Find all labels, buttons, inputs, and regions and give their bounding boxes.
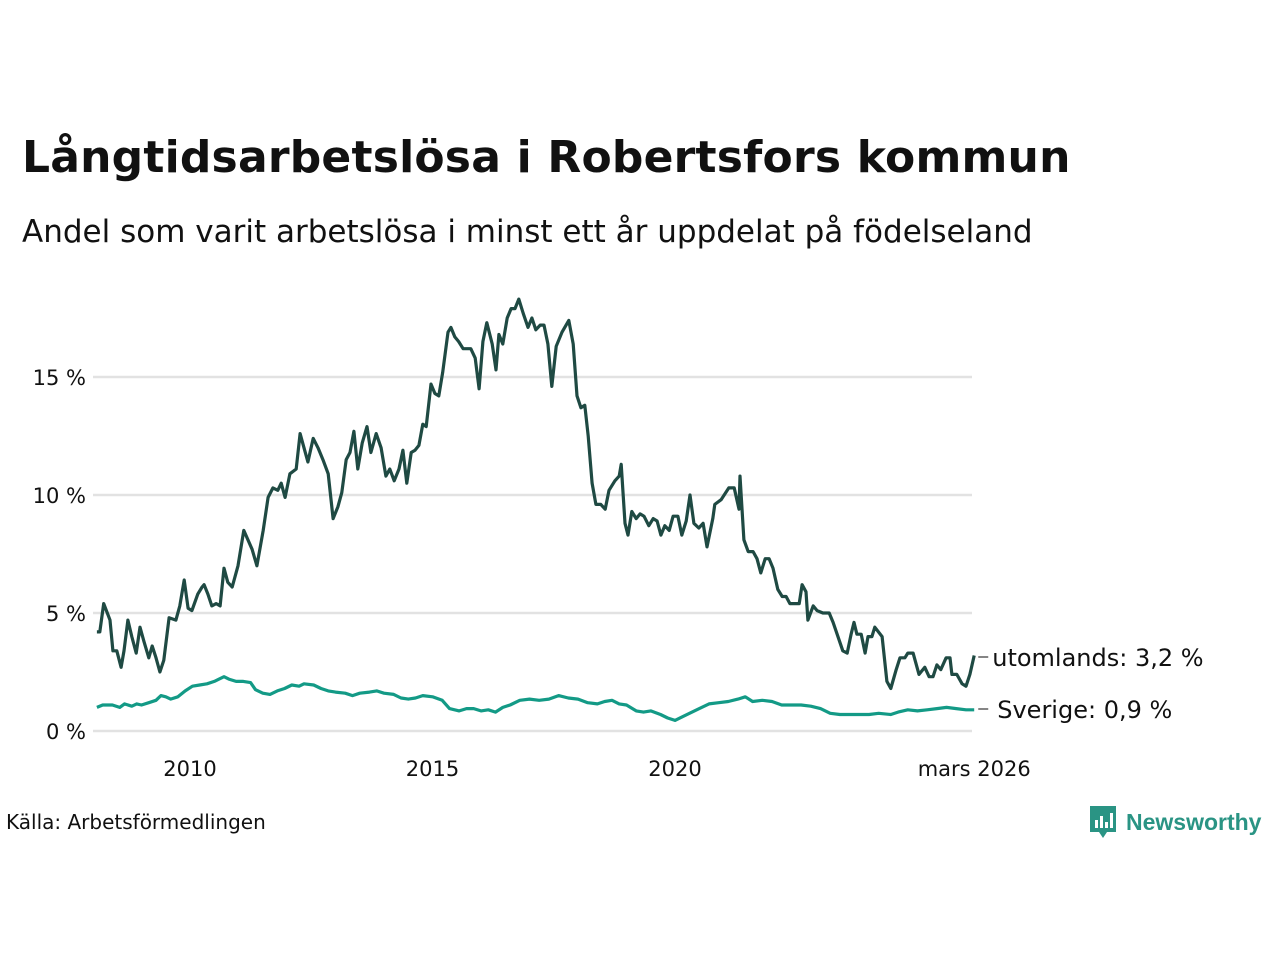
x-tick-label: 2010 xyxy=(163,757,216,781)
y-tick-label: 10 % xyxy=(33,484,86,508)
y-axis-ticks: 0 % 5 % 10 % 15 % xyxy=(33,366,86,744)
x-tick-label: mars 2026 xyxy=(918,757,1031,781)
newsworthy-logo-icon xyxy=(1090,806,1116,838)
y-tick-label: 5 % xyxy=(46,602,86,626)
end-label-sverige: Sverige: 0,9 % xyxy=(997,696,1172,724)
end-label-utomlands: utomlands: 3,2 % xyxy=(992,644,1203,672)
source-note: Källa: Arbetsförmedlingen xyxy=(6,810,266,834)
series-line-utomlands xyxy=(96,297,976,691)
logo-text: Newsworthy xyxy=(1126,808,1262,835)
newsworthy-logo: Newsworthy xyxy=(1088,804,1261,840)
x-tick-label: 2020 xyxy=(648,757,701,781)
series-lines xyxy=(96,297,976,722)
chart-title: Långtidsarbetslösa i Robertsfors kommun xyxy=(22,132,1071,183)
x-axis-ticks: 2010 2015 2020 mars 2026 xyxy=(163,757,1030,781)
chart-subtitle: Andel som varit arbetslösa i minst ett å… xyxy=(22,214,1033,250)
end-labels: utomlands: 3,2 % Sverige: 0,9 % xyxy=(978,644,1204,724)
y-tick-label: 0 % xyxy=(46,720,86,744)
y-tick-label: 15 % xyxy=(33,366,86,390)
x-tick-label: 2015 xyxy=(406,757,459,781)
series-line-sverige xyxy=(96,675,975,722)
